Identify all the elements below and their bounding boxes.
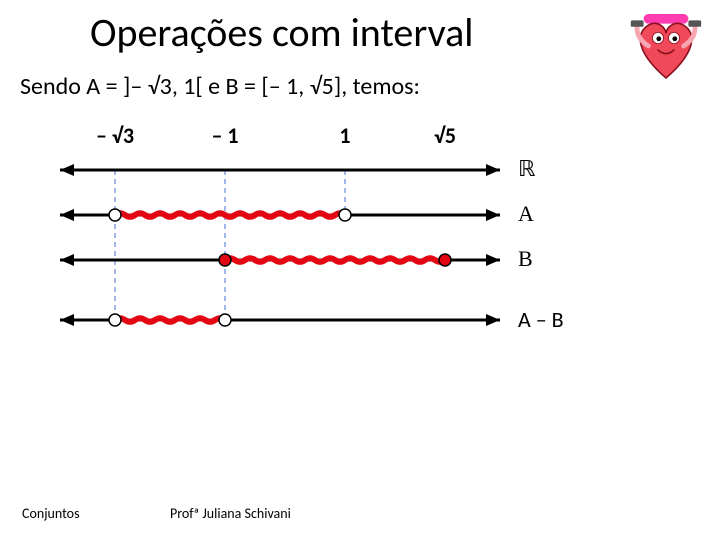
row-label: ℝ bbox=[518, 156, 535, 182]
row-label: A bbox=[518, 201, 534, 227]
tick-label: √5 bbox=[434, 122, 456, 149]
footer-author: Profª Juliana Schivani bbox=[170, 505, 291, 522]
page-title: Operações com interval bbox=[90, 8, 473, 57]
footer-topic: Conjuntos bbox=[22, 505, 80, 522]
tick-label: 1 bbox=[339, 122, 350, 149]
interval-diagram: – √3 – 1 1 √5 ℝAB A – B bbox=[30, 120, 590, 360]
row-label: B bbox=[518, 246, 533, 272]
tick-label: – √3 bbox=[96, 122, 134, 149]
heart-mascot-icon bbox=[626, 6, 706, 86]
row-label: A – B bbox=[518, 306, 564, 333]
tick-label: – 1 bbox=[211, 122, 238, 149]
problem-statement: Sendo A = ]– √3, 1[ e B = [– 1, √5], tem… bbox=[20, 72, 420, 101]
